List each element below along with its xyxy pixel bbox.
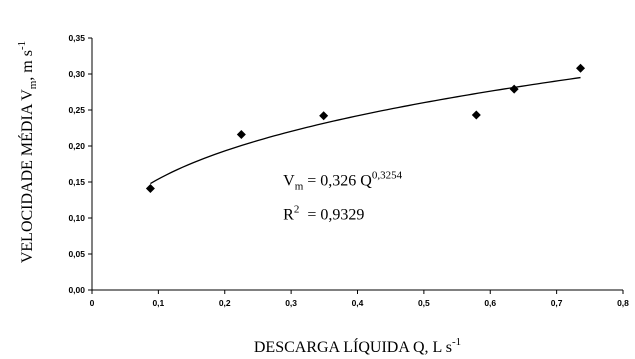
data-point bbox=[471, 110, 481, 120]
r2-rhs: = 0,9329 bbox=[299, 206, 364, 223]
y-axis-title: VELOCIDADE MÉDIA Vm, m s-1 bbox=[16, 41, 39, 263]
x-axis-title: DESCARGA LÍQUIDA Q, L s-1 bbox=[254, 336, 461, 356]
r2-sup: 2 bbox=[294, 203, 300, 215]
data-point bbox=[236, 129, 246, 139]
x-tick-label: 0 bbox=[90, 298, 95, 308]
y-axis: 0,00 0,05 0,10 0,15 0,20 0,25 0,30 0,35 bbox=[68, 33, 92, 295]
r-squared-annotation: R2 = 0,9329 bbox=[283, 203, 364, 223]
eq-v-sub: m bbox=[295, 181, 304, 193]
y-title-sub: m bbox=[27, 80, 39, 89]
x-tick-label: 0,3 bbox=[285, 298, 297, 308]
plot-area bbox=[91, 38, 623, 291]
y-tick-label: 0,15 bbox=[68, 177, 85, 187]
x-tick-label: 0,6 bbox=[484, 298, 496, 308]
trendline bbox=[150, 76, 581, 185]
y-tick-label: 0,05 bbox=[68, 249, 85, 259]
x-tick-label: 0,1 bbox=[152, 298, 164, 308]
y-tick-label: 0,30 bbox=[68, 69, 85, 79]
data-point bbox=[509, 84, 519, 94]
eq-rhs: = 0,326 Q bbox=[303, 173, 372, 190]
y-title-tail: , m s bbox=[19, 50, 36, 81]
data-point bbox=[576, 63, 586, 73]
x-tick-label: 0,2 bbox=[219, 298, 231, 308]
x-tick-label: 0,8 bbox=[617, 298, 629, 308]
y-tick-label: 0,25 bbox=[68, 105, 85, 115]
equation-annotation: Vm = 0,326 Q0,3254 bbox=[283, 170, 402, 193]
y-tick-label: 0,20 bbox=[68, 141, 85, 151]
eq-exp: 0,3254 bbox=[372, 170, 403, 182]
data-point bbox=[145, 183, 155, 193]
r2-r: R bbox=[283, 206, 294, 223]
y-title-main: VELOCIDADE MÉDIA V bbox=[17, 89, 36, 263]
x-title-sup: -1 bbox=[452, 336, 461, 348]
y-title-sup: -1 bbox=[16, 41, 28, 50]
eq-v: V bbox=[283, 173, 295, 190]
x-tick-label: 0,5 bbox=[418, 298, 430, 308]
y-tick-label: 0,35 bbox=[68, 33, 85, 43]
x-axis: 0 0,1 0,2 0,3 0,4 0,5 0,6 0,7 0,8 bbox=[90, 290, 629, 308]
x-tick-label: 0,4 bbox=[352, 298, 364, 308]
data-point bbox=[319, 111, 329, 121]
x-tick-label: 0,7 bbox=[551, 298, 563, 308]
x-title-main: DESCARGA LÍQUIDA Q, L s bbox=[254, 337, 452, 356]
data-points bbox=[145, 63, 586, 193]
y-tick-label: 0,00 bbox=[68, 285, 85, 295]
y-tick-label: 0,10 bbox=[68, 213, 85, 223]
